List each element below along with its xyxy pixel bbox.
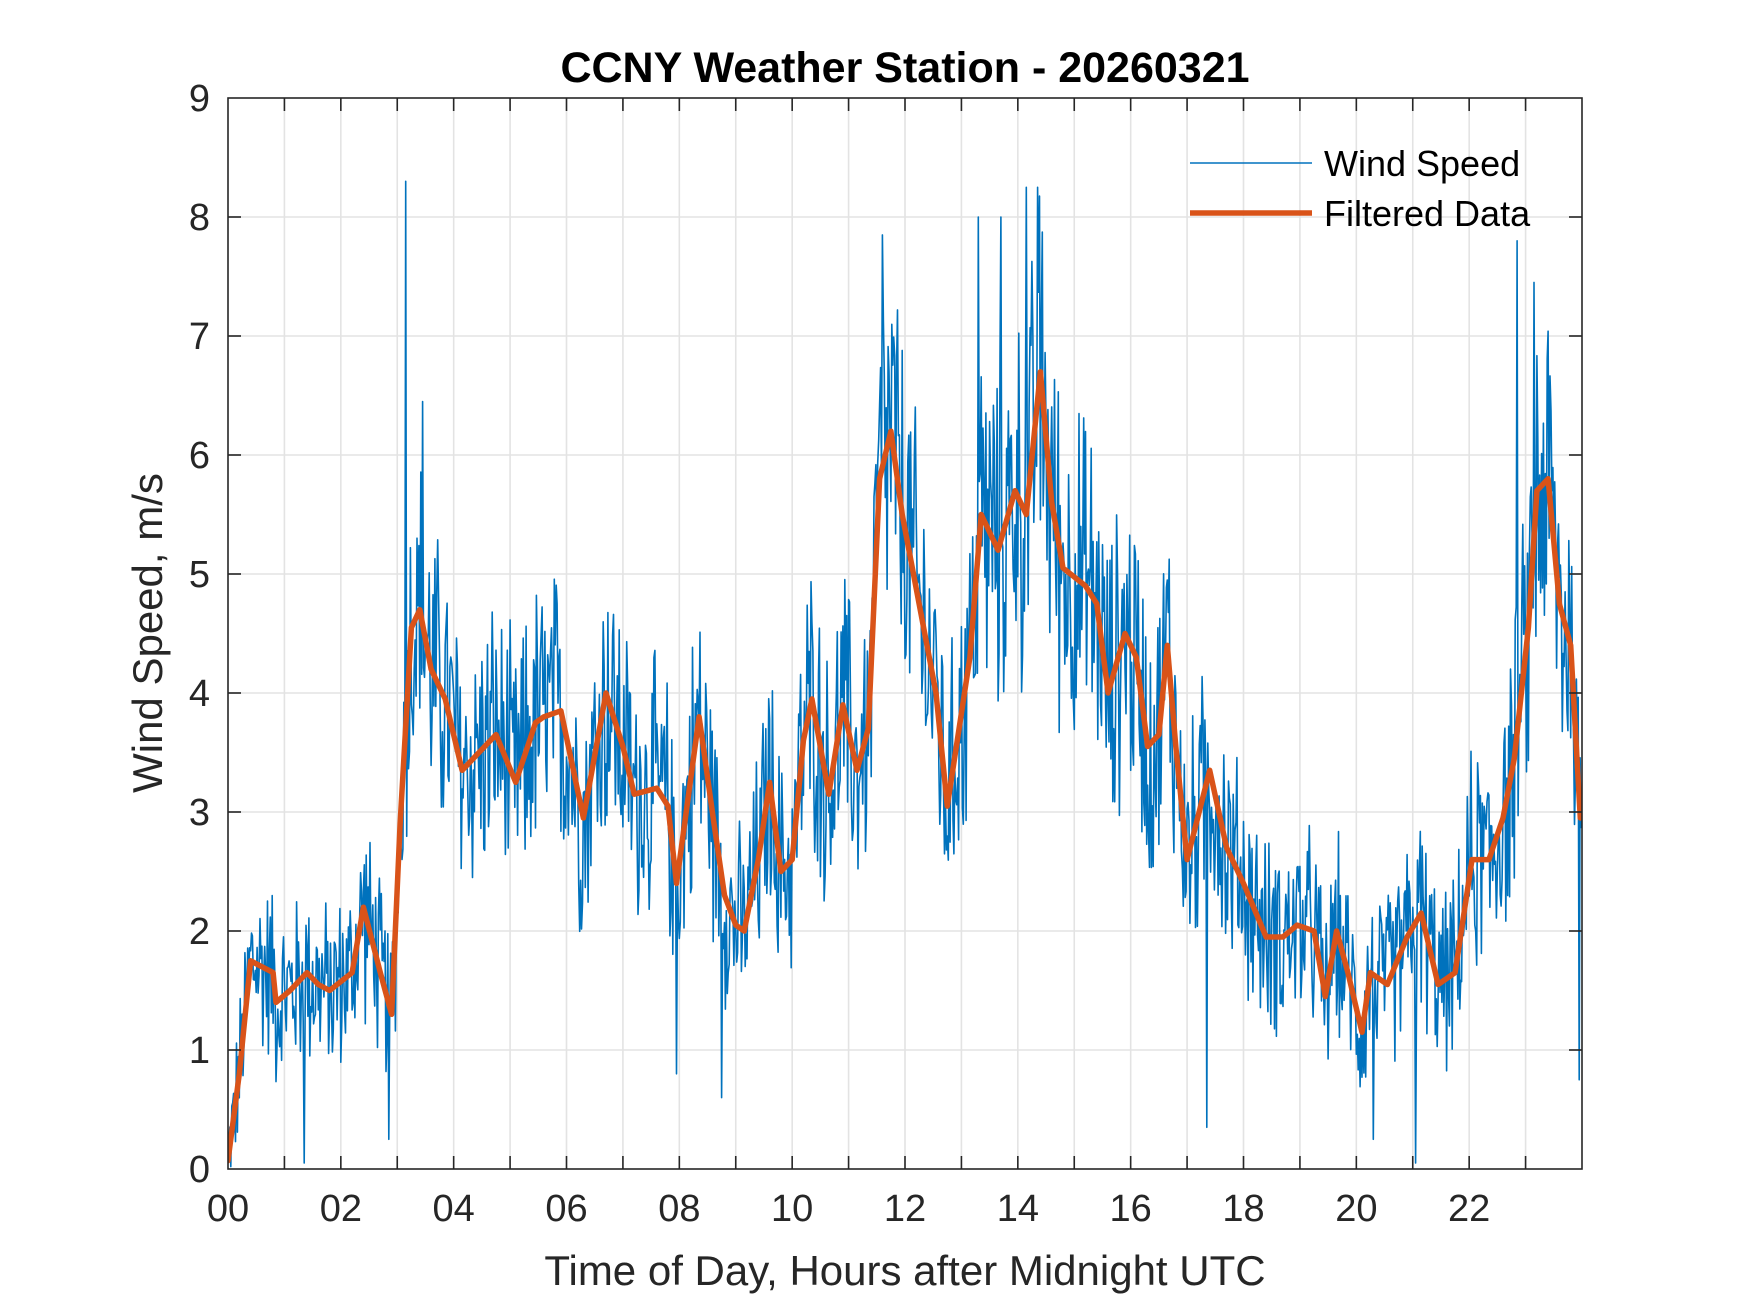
series-line-filtered-data — [228, 368, 1582, 1164]
y-tick-label: 7 — [189, 316, 210, 358]
y-tick-labels: 0 1 2 3 4 5 6 7 8 9 — [189, 78, 210, 1191]
x-tick-label: 04 — [433, 1188, 475, 1230]
y-tick-label: 4 — [189, 673, 210, 715]
x-tick-label: 06 — [545, 1188, 587, 1230]
x-tick-label: 10 — [771, 1188, 813, 1230]
y-tick-label: 8 — [189, 197, 210, 239]
x-tick-label: 20 — [1335, 1188, 1377, 1230]
y-tick-label: 2 — [189, 911, 210, 953]
x-axis-label: Time of Day, Hours after Midnight UTC — [544, 1247, 1265, 1294]
y-tick-label: 0 — [189, 1149, 210, 1191]
chart-title: CCNY Weather Station - 20260321 — [560, 44, 1249, 92]
x-tick-label: 18 — [1222, 1188, 1264, 1230]
legend-label-wind-speed: Wind Speed — [1324, 143, 1520, 184]
y-axis-label: Wind Speed, m/s — [124, 473, 171, 793]
y-tick-label: 1 — [189, 1030, 210, 1072]
y-tick-label: 9 — [189, 78, 210, 120]
y-tick-label: 6 — [189, 435, 210, 477]
y-tick-label: 5 — [189, 554, 210, 596]
x-tick-label: 14 — [997, 1188, 1039, 1230]
x-tick-label: 00 — [207, 1188, 249, 1230]
x-tick-label: 02 — [320, 1188, 362, 1230]
x-tick-label: 16 — [1110, 1188, 1152, 1230]
x-tick-label: 08 — [658, 1188, 700, 1230]
x-tick-label: 12 — [884, 1188, 926, 1230]
x-tick-label: 22 — [1448, 1188, 1490, 1230]
legend: Wind Speed Filtered Data — [1190, 143, 1531, 234]
legend-label-filtered-data: Filtered Data — [1324, 193, 1531, 234]
x-tick-labels: 00 02 04 06 08 10 12 14 16 18 20 22 — [207, 1188, 1490, 1230]
y-tick-label: 3 — [189, 792, 210, 834]
axis-ticks — [228, 98, 1582, 1169]
